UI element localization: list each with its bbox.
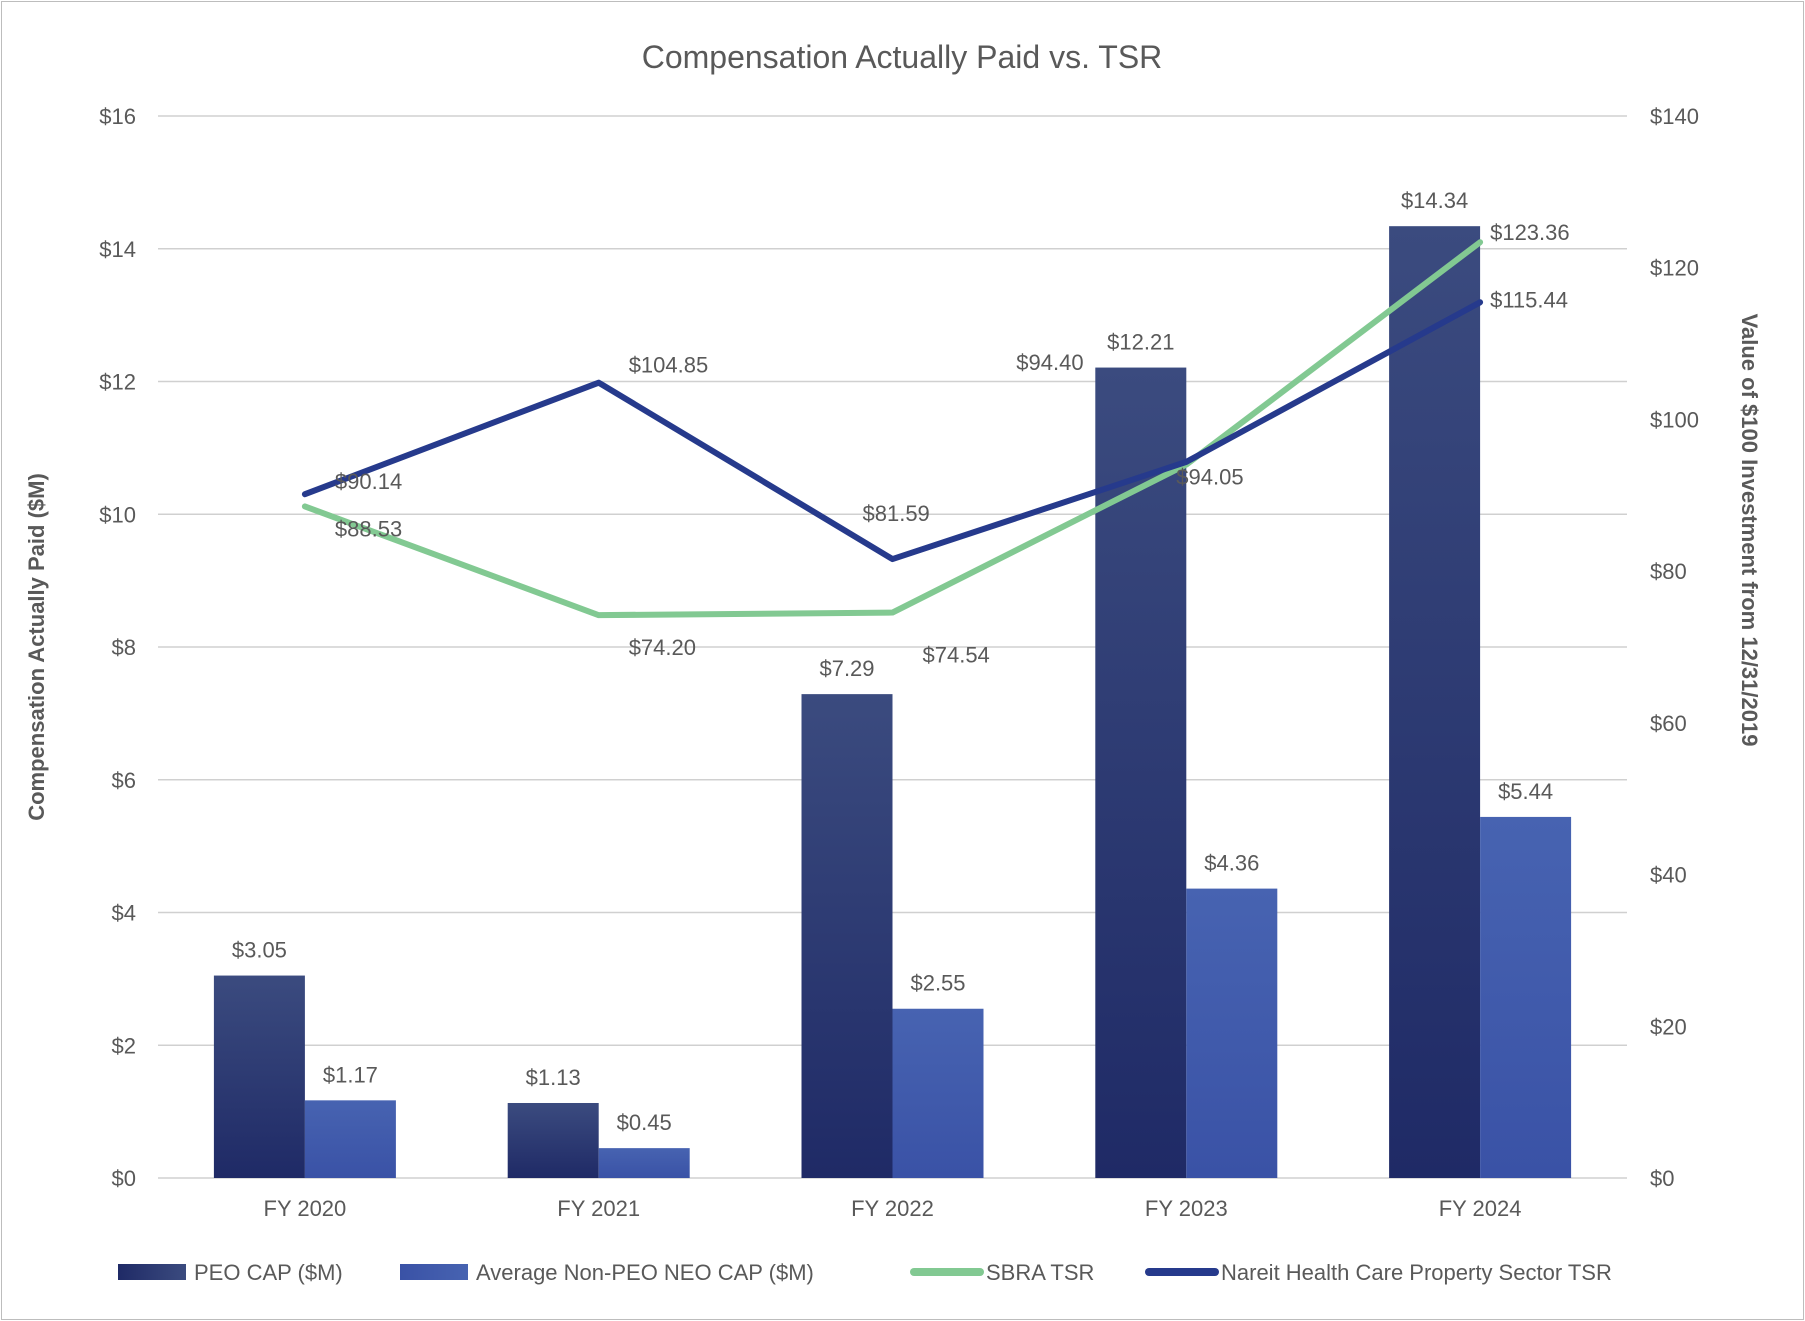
bar-data-label: $2.55 <box>910 971 965 996</box>
line-point <box>303 505 306 508</box>
legend-label: SBRA TSR <box>986 1260 1094 1285</box>
y-tick-label: $0 <box>112 1166 136 1191</box>
y-tick-label: $8 <box>112 635 136 660</box>
neo-cap-bar <box>304 1100 396 1178</box>
peo-cap-bar <box>213 975 305 1178</box>
neo-cap-bar <box>892 1008 984 1178</box>
neo-cap-bar <box>598 1148 690 1178</box>
line-data-label: $81.59 <box>863 501 930 526</box>
bar-data-label: $4.36 <box>1204 851 1259 876</box>
bar-data-label: $7.29 <box>819 656 874 681</box>
y2-tick-label: $120 <box>1650 256 1699 281</box>
legend-label: PEO CAP ($M) <box>194 1260 343 1285</box>
y-tick-label: $16 <box>99 104 136 129</box>
legend-swatch <box>400 1264 468 1280</box>
line-data-label: $74.54 <box>923 643 990 668</box>
y2-tick-label: $40 <box>1650 863 1687 888</box>
y2-tick-label: $20 <box>1650 1014 1687 1039</box>
bar-data-label: $0.45 <box>617 1110 672 1135</box>
x-tick-label: FY 2023 <box>1145 1196 1228 1221</box>
line-point <box>891 611 894 614</box>
line-data-label: $115.44 <box>1490 287 1568 312</box>
y-axis-label: Compensation Actually Paid ($M) <box>24 473 49 821</box>
peo-cap-bar <box>801 694 893 1178</box>
y-tick-label: $10 <box>99 502 136 527</box>
y2-tick-label: $100 <box>1650 407 1699 432</box>
x-tick-label: FY 2024 <box>1439 1196 1522 1221</box>
line-data-label: $88.53 <box>335 516 402 541</box>
legend-swatch <box>118 1264 186 1280</box>
line-data-label: $104.85 <box>629 353 709 378</box>
line-point <box>891 558 894 561</box>
bar-data-label: $3.05 <box>232 938 287 963</box>
y-tick-label: $12 <box>99 370 136 395</box>
bar-data-label: $12.21 <box>1107 330 1174 355</box>
bar-data-label: $14.34 <box>1401 188 1468 213</box>
legend-label: Nareit Health Care Property Sector TSR <box>1221 1260 1612 1285</box>
line-point <box>597 381 600 384</box>
x-tick-label: FY 2022 <box>851 1196 934 1221</box>
y-tick-label: $6 <box>112 768 136 793</box>
neo-cap-bar <box>1186 888 1278 1178</box>
peo-cap-bar <box>507 1102 599 1178</box>
bar-data-label: $1.17 <box>323 1062 378 1087</box>
line-data-label: $94.40 <box>1016 350 1083 375</box>
line-data-label: $123.36 <box>1490 220 1570 245</box>
x-tick-label: FY 2021 <box>557 1196 640 1221</box>
bar-data-label: $1.13 <box>526 1065 581 1090</box>
line-point <box>1479 241 1482 244</box>
line-data-label: $74.20 <box>629 635 696 660</box>
chart-title: Compensation Actually Paid vs. TSR <box>642 39 1163 75</box>
y-tick-label: $4 <box>112 901 136 926</box>
y2-axis-label: Value of $100 Investment from 12/31/2019 <box>1737 314 1762 747</box>
neo-cap-bar <box>1480 816 1572 1178</box>
line-point <box>1479 301 1482 304</box>
line-point <box>597 614 600 617</box>
y2-tick-label: $140 <box>1650 104 1699 129</box>
line-data-label: $94.05 <box>1176 465 1243 490</box>
line-point <box>1185 460 1188 463</box>
x-tick-label: FY 2020 <box>264 1196 347 1221</box>
y2-tick-label: $60 <box>1650 711 1687 736</box>
line-point <box>303 493 306 496</box>
y-tick-label: $14 <box>99 237 136 262</box>
legend-label: Average Non-PEO NEO CAP ($M) <box>476 1260 814 1285</box>
peo-cap-bar <box>1389 226 1481 1178</box>
y-tick-label: $2 <box>112 1033 136 1058</box>
y2-tick-label: $80 <box>1650 559 1687 584</box>
bar-data-label: $5.44 <box>1498 779 1553 804</box>
y2-tick-label: $0 <box>1650 1166 1674 1191</box>
line-data-label: $90.14 <box>335 469 402 494</box>
